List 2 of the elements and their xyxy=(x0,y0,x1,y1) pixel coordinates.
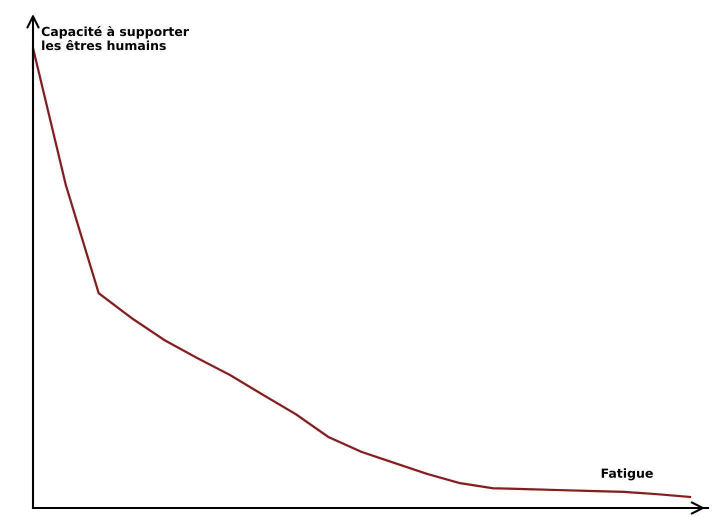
y-axis-title: Capacité à supporter les êtres humains xyxy=(42,26,189,50)
x-axis-title: Fatigue xyxy=(602,468,653,480)
